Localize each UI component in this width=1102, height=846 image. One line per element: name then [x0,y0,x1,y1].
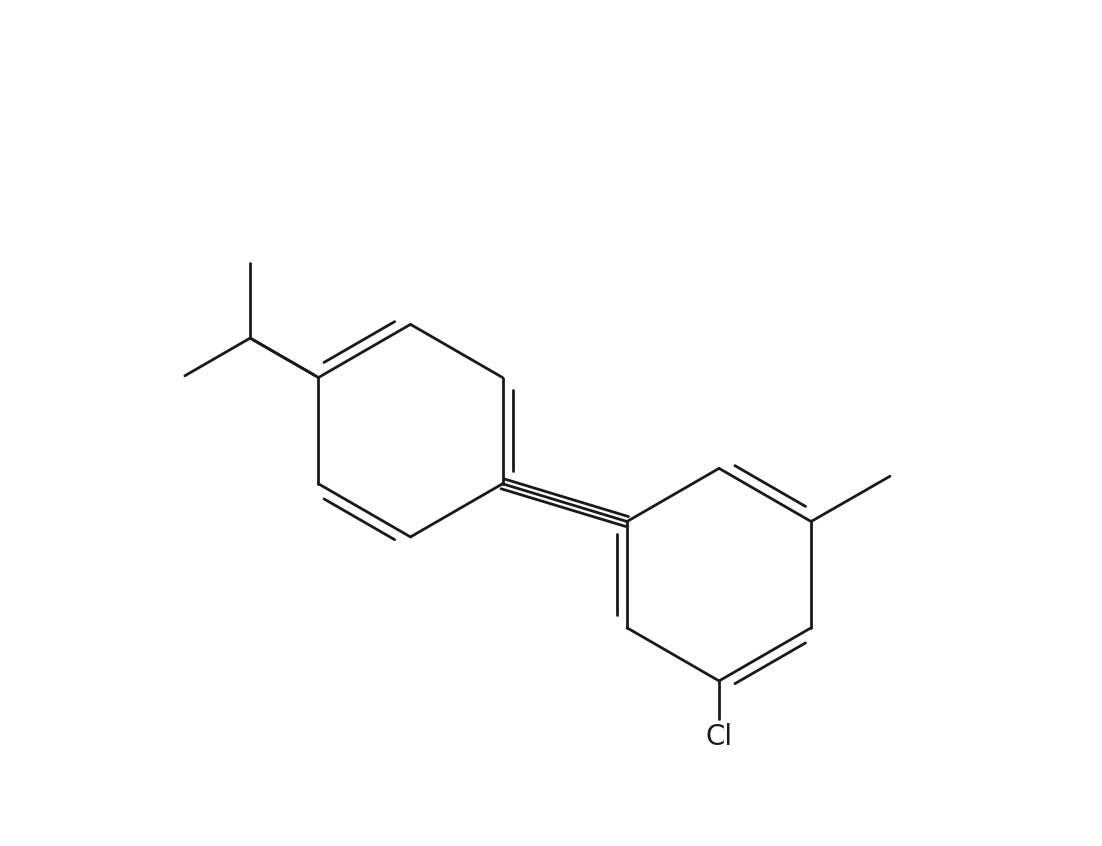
Text: Cl: Cl [705,723,733,751]
